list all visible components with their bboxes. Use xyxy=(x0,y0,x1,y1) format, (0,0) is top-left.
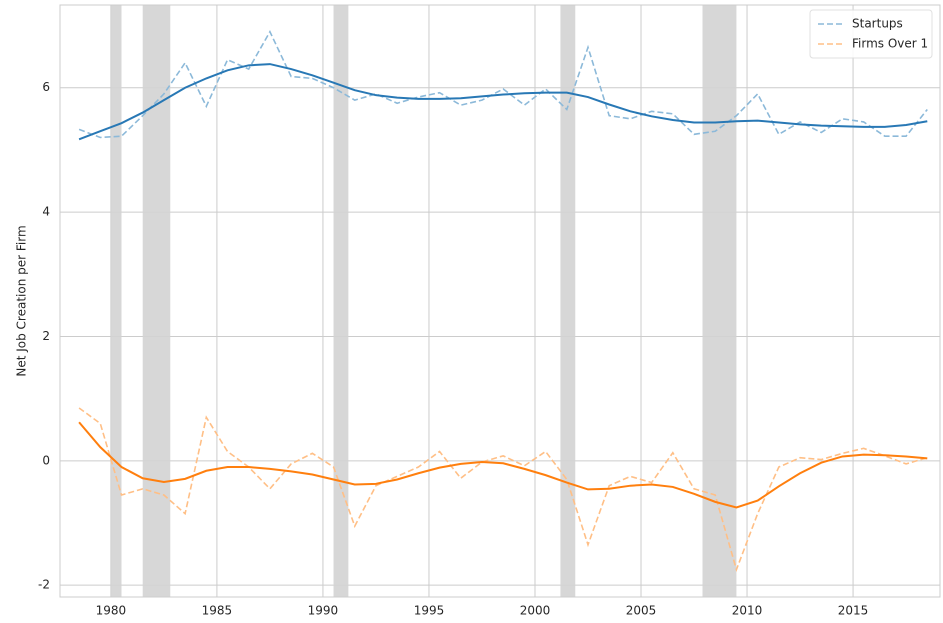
series-line xyxy=(78,63,928,141)
series-line xyxy=(78,407,928,573)
recession-band xyxy=(333,5,349,597)
x-tick-label: 1995 xyxy=(414,604,445,618)
x-tick-label: 2000 xyxy=(520,604,551,618)
y-tick-label: 2 xyxy=(42,329,50,343)
x-tick-label: 1980 xyxy=(96,604,127,618)
x-tick-label: 2010 xyxy=(732,604,763,618)
y-tick-label: 4 xyxy=(42,205,50,219)
recession-band xyxy=(110,5,122,597)
y-tick-label: -2 xyxy=(38,578,50,592)
legend-label: Firms Over 1 xyxy=(852,37,928,51)
x-tick-label: 1985 xyxy=(202,604,233,618)
x-tick-label: 1990 xyxy=(308,604,339,618)
y-tick-label: 6 xyxy=(42,80,50,94)
recession-band xyxy=(142,5,171,597)
x-tick-label: 2005 xyxy=(626,604,657,618)
series-line xyxy=(78,30,928,139)
legend-box xyxy=(809,9,933,59)
y-tick-label: 0 xyxy=(42,453,50,467)
legend-label: Startups xyxy=(852,17,903,31)
x-tick-label: 2015 xyxy=(838,604,869,618)
plot-frame xyxy=(59,4,941,598)
recession-band xyxy=(560,5,576,597)
series-line xyxy=(78,421,928,509)
y-axis-label: Net Job Creation per Firm xyxy=(15,225,29,376)
